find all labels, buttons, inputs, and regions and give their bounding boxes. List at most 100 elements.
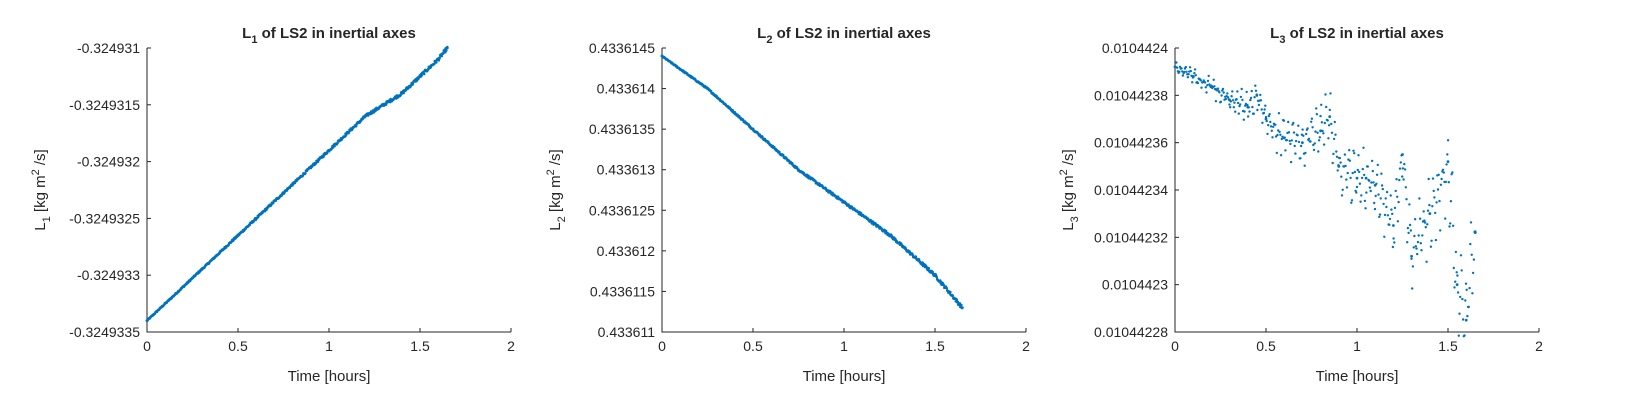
data-point [1350,199,1354,202]
data-point [1453,286,1456,289]
data-point [1190,74,1193,78]
data-point [1440,177,1443,181]
x-tick-label: 2 [507,338,515,354]
x-tick-label: 0 [143,338,151,354]
data-point [1269,120,1272,124]
data-point [1425,260,1428,263]
data-point [960,303,963,307]
data-point [1279,133,1282,136]
data-point [1256,108,1259,112]
data-point [1384,197,1387,200]
data-point [1275,151,1279,155]
data-point [1363,173,1366,177]
data-point [1282,119,1286,122]
data-point [1245,90,1248,94]
data-point [1321,129,1324,133]
data-point [1269,125,1273,128]
data-point [1358,182,1362,185]
data-point [1336,169,1339,172]
data-point [949,290,952,294]
data-point [1346,171,1349,175]
data-point [1353,152,1356,155]
data-point [1234,110,1237,113]
subplot-l1: 0 0.5 1 1.5 2 -0.3249335 -0.324933 -0.3249325 -0… [30,25,515,385]
data-point [1233,101,1236,104]
y-tick-label: 0.433612 [597,243,656,259]
data-point [1221,87,1225,91]
data-point [1264,115,1268,119]
data-point [1381,187,1385,191]
data-point [1292,131,1296,134]
data-point [1446,153,1449,156]
y-tick-label: 0.01044236 [1094,135,1168,151]
data-point [1454,280,1457,283]
data-point [1382,202,1385,206]
data-point [1392,224,1395,227]
data-point [1278,130,1281,134]
data-point [1464,318,1468,322]
data-point [1193,72,1196,75]
data-point [1224,97,1228,101]
y-tick-label: 0.01044238 [1094,87,1168,103]
data-point [1401,175,1404,178]
data-point [1374,194,1377,198]
data-point [1175,61,1178,64]
chart-title: L1 of LS2 in inertial axes [242,25,416,46]
data-point [1322,132,1325,135]
data-point [931,270,934,274]
title-text: of LS2 in inertial axes [257,25,415,42]
x-tick-label: 0.5 [1256,338,1276,354]
x-tick-label: 0 [1171,338,1179,354]
data-point [1471,292,1474,295]
data-point [1242,118,1246,121]
data-point [1178,70,1181,73]
data-point [1371,169,1375,173]
data-point [1474,230,1477,233]
data-point [1329,92,1332,95]
axes-frame [146,48,511,333]
ylabel-subscript: 3 [1069,216,1081,222]
ylabel-superscript: 2 [1058,169,1070,175]
data-point [1313,142,1317,145]
data-point [1216,87,1220,90]
data-point [1446,160,1450,164]
data-point [1292,121,1295,125]
data-point [1422,210,1425,213]
data-point [1399,161,1403,164]
data-point [1326,119,1329,122]
x-tick-label: 2 [1022,338,1030,354]
x-tick-label: 1.5 [1438,338,1458,354]
data-point [1391,245,1395,249]
data-point [935,275,938,279]
subplot-l2: 0 0.5 1 1.5 2 0.433611 0.4336115 0.433612 0.4336… [545,25,1030,385]
data-point [1327,137,1330,140]
data-point [1281,135,1284,138]
data-point [1309,140,1312,143]
data-point [1420,249,1423,252]
data-point [445,49,448,52]
x-tick-label: 1 [1353,338,1361,354]
x-axis-label: Time [hours] [803,368,886,385]
data-point [1401,167,1405,170]
data-point [1451,224,1455,227]
data-point [1338,156,1342,160]
data-point [1315,113,1319,116]
data-point [1434,238,1438,242]
data-point [1306,127,1309,130]
data-point [1378,215,1381,219]
data-point [1185,70,1188,74]
x-tick-label: 0 [658,338,666,354]
data-point [1343,153,1347,156]
data-point [1287,120,1290,124]
data-point [1312,148,1316,152]
data-point [1254,84,1257,87]
data-point [1470,253,1473,256]
data-point [1456,274,1459,277]
data-point [1426,209,1430,212]
data-point [1380,172,1383,175]
data-point [1230,95,1233,98]
data-point [1355,191,1358,194]
data-point [1362,146,1365,149]
data-point [1226,96,1230,99]
data-point [1243,110,1246,113]
